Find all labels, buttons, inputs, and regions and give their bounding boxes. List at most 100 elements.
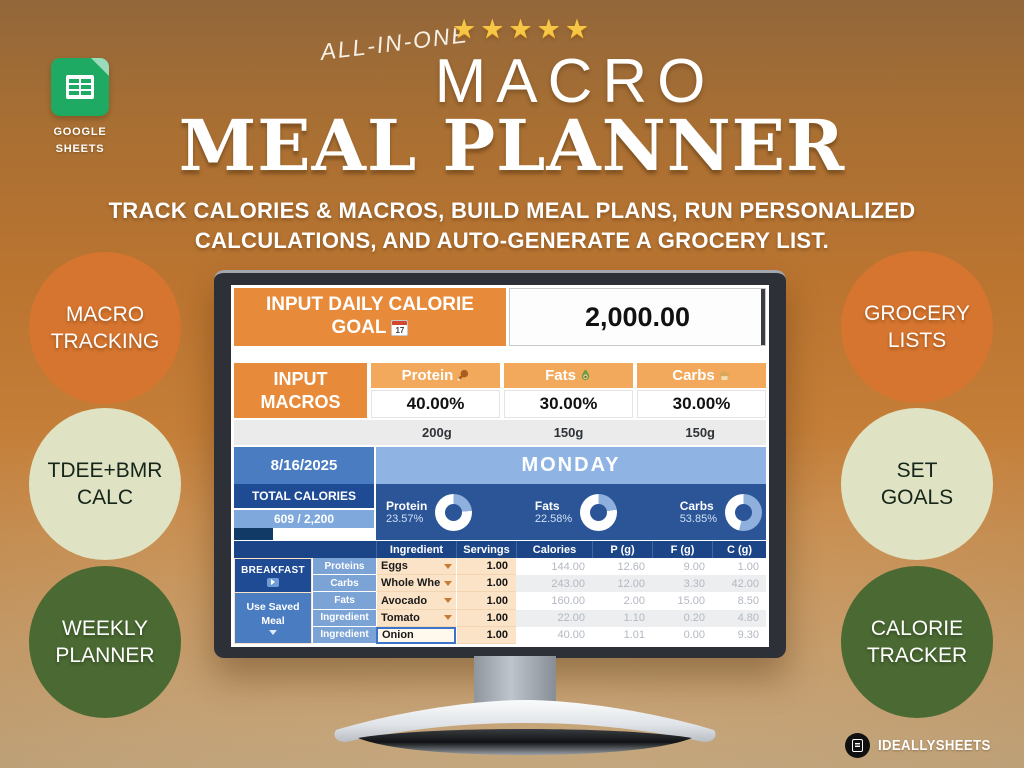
chevron-down-icon xyxy=(269,630,277,636)
macro-column-fats: Fats 30.00% xyxy=(504,363,633,418)
fats-grams: 150g xyxy=(553,425,584,440)
calories-progress-bar xyxy=(234,528,374,540)
feature-circle-tdee-bmr-calc: TDEE+BMR CALC xyxy=(29,408,181,560)
ingredient-selected-cell[interactable]: Onion xyxy=(376,626,456,645)
chevron-down-icon xyxy=(444,563,452,569)
col-header-fat-g: F (g) xyxy=(652,541,712,558)
fat-cell: 15.00 xyxy=(652,592,712,610)
bread-icon xyxy=(719,371,729,381)
spreadsheet-screen: INPUT DAILY CALORIE GOAL 17 2,000.00 INP… xyxy=(231,285,769,647)
fat-cell: 3.30 xyxy=(652,575,712,593)
ingredient-dropdown[interactable]: Whole Whe xyxy=(376,575,456,593)
carb-cell: 42.00 xyxy=(712,575,766,593)
slot-label: Ingredient xyxy=(312,609,376,627)
col-header-servings: Servings xyxy=(456,541,516,558)
col-header-carb-g: C (g) xyxy=(712,541,766,558)
slot-label: Fats xyxy=(312,592,376,610)
calorie-goal-row: INPUT DAILY CALORIE GOAL 17 2,000.00 xyxy=(234,288,766,346)
servings-cell[interactable]: 1.00 xyxy=(456,558,516,576)
calories-cell: 160.00 xyxy=(516,592,592,610)
servings-cell[interactable]: 1.00 xyxy=(456,592,516,610)
protein-cell: 2.00 xyxy=(592,592,652,610)
feature-text: WEEKLY xyxy=(62,616,148,640)
table-row: Proteins Eggs 1.00 144.00 12.60 9.00 1.0… xyxy=(312,558,766,576)
fats-percent-cell[interactable]: 30.00% xyxy=(504,390,633,418)
carbs-grams: 150g xyxy=(685,425,715,440)
total-calories-label: TOTAL CALORIES xyxy=(234,484,374,510)
sheet-grid-glyph xyxy=(66,75,94,99)
table-row: Carbs Whole Whe 1.00 243.00 12.00 3.30 4… xyxy=(312,575,766,593)
feature-text: GOALS xyxy=(880,486,954,509)
feature-text: PLANNER xyxy=(55,644,155,667)
chevron-down-icon xyxy=(444,615,452,621)
input-macros-row: INPUT MACROS Protein 40.00% Fats 30.00% xyxy=(234,363,766,418)
protein-cell: 1.01 xyxy=(592,626,652,645)
feature-text: TRACKER xyxy=(866,644,968,667)
use-saved-meal-button[interactable]: Use Saved Meal xyxy=(235,593,311,643)
goal-label-line2: GOAL xyxy=(331,317,387,338)
ingredient-dropdown[interactable]: Avocado xyxy=(376,592,456,610)
slot-label: Ingredient xyxy=(312,626,376,645)
table-row: Ingredient Onion 1.00 40.00 1.01 0.00 9.… xyxy=(312,626,766,645)
drumstick-icon xyxy=(457,369,469,381)
fat-cell: 9.00 xyxy=(652,558,712,576)
title-macro: MACRO xyxy=(434,47,716,116)
feature-text: CALC xyxy=(76,486,134,509)
donut-percent: 22.58% xyxy=(534,513,573,525)
brand-logo-icon xyxy=(844,733,870,758)
col-header-protein-g: P (g) xyxy=(592,541,652,558)
carbs-donut-chart xyxy=(725,493,762,531)
chevron-down-icon xyxy=(444,580,452,586)
total-calories-panel: TOTAL CALORIES 609 / 2,200 xyxy=(234,484,376,540)
macro-grams-row: 200g 150g 150g xyxy=(234,420,766,445)
goal-label-line1: INPUT DAILY CALORIE xyxy=(266,294,474,316)
col-header-calories: Calories xyxy=(516,541,592,558)
breakfast-section-button[interactable]: BREAKFAST xyxy=(235,559,311,592)
monitor-frame: INPUT DAILY CALORIE GOAL 17 2,000.00 INP… xyxy=(214,270,786,658)
google-sheets-icon xyxy=(51,58,109,116)
ingredient-dropdown[interactable]: Tomato xyxy=(376,609,456,627)
servings-cell[interactable]: 1.00 xyxy=(456,575,516,593)
donut-group-fats: Fats 22.58% xyxy=(534,493,618,531)
feature-circle-set-goals: SET GOALS xyxy=(841,408,993,560)
calendar-icon: 17 xyxy=(391,320,409,337)
google-sheets-badge: GOOGLE SHEETS xyxy=(42,58,118,158)
monitor-stand-base xyxy=(332,698,718,758)
protein-cell: 1.10 xyxy=(592,609,652,627)
ingredient-dropdown[interactable]: Eggs xyxy=(376,558,456,576)
avocado-icon xyxy=(581,369,590,381)
fat-cell: 0.00 xyxy=(652,626,712,645)
carb-cell: 8.50 xyxy=(712,592,766,610)
calorie-goal-label: INPUT DAILY CALORIE GOAL 17 xyxy=(234,288,506,346)
table-row: Ingredient Tomato 1.00 22.00 1.10 0.20 4… xyxy=(312,609,766,627)
feature-circle-grocery-lists: GROCERY LISTS xyxy=(841,251,993,403)
brand-name: IDEALLYSHEETS xyxy=(877,737,991,754)
brand-footer: IDEALLYSHEETS xyxy=(844,733,1006,758)
donut-group-carbs: Carbs 53.85% xyxy=(679,493,762,531)
feature-text: SET xyxy=(896,458,938,482)
servings-cell[interactable]: 1.00 xyxy=(456,609,516,627)
col-header-ingredient: Ingredient xyxy=(376,541,456,558)
protein-cell: 12.60 xyxy=(592,558,652,576)
subtitle-line2: CALCULATIONS, AND AUTO-GENERATE A GROCER… xyxy=(194,228,830,253)
carbs-percent-cell[interactable]: 30.00% xyxy=(637,390,766,418)
carb-cell: 1.00 xyxy=(712,558,766,576)
donut-percent: 53.85% xyxy=(679,513,717,525)
servings-cell[interactable]: 1.00 xyxy=(456,626,516,645)
total-calories-value: 609 / 2,200 xyxy=(234,510,374,528)
protein-percent-cell[interactable]: 40.00% xyxy=(371,390,500,418)
feature-text: TRACKING xyxy=(50,330,160,353)
calorie-goal-value-cell[interactable]: 2,000.00 xyxy=(509,288,766,346)
donut-label: Protein xyxy=(386,499,428,513)
star-rating: ★★★★★ xyxy=(452,14,594,44)
protein-donut-chart xyxy=(435,493,473,531)
ingredient-table-header: Ingredient Servings Calories P (g) F (g)… xyxy=(234,541,766,558)
ingredient-table-body: BREAKFAST Use Saved Meal Proteins Eggs 1… xyxy=(234,558,766,645)
meal-section-column: BREAKFAST Use Saved Meal xyxy=(234,558,312,644)
carb-cell: 4.80 xyxy=(712,609,766,627)
date-cell[interactable]: 8/16/2025 xyxy=(234,447,376,484)
slot-label: Proteins xyxy=(312,558,376,576)
donut-label: Fats xyxy=(534,499,560,513)
feature-text: LISTS xyxy=(887,329,947,352)
